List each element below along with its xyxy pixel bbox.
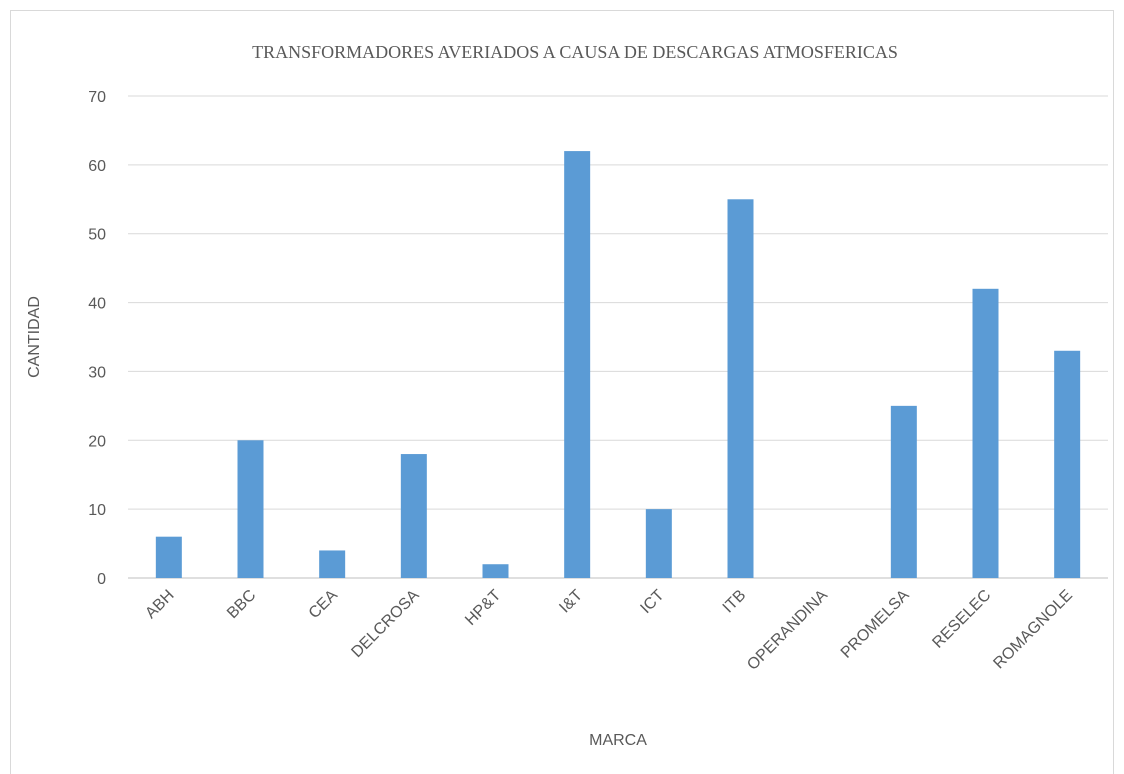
- chart-border: [10, 10, 1114, 774]
- x-axis-label: MARCA: [589, 732, 647, 749]
- y-tick-label: 50: [88, 227, 106, 244]
- chart-title: TRANSFORMADORES AVERIADOS A CAUSA DE DES…: [252, 42, 898, 62]
- y-tick-label: 70: [88, 89, 106, 106]
- bar: [319, 550, 346, 578]
- bar: [727, 199, 754, 579]
- bar: [237, 440, 264, 578]
- bar: [564, 151, 591, 579]
- y-tick-label: 20: [88, 433, 106, 450]
- y-tick-label: 10: [88, 502, 106, 519]
- y-tick-label: 0: [97, 571, 106, 588]
- bar: [890, 405, 917, 578]
- y-axis-label: CANTIDAD: [26, 296, 43, 378]
- y-tick-label: 40: [88, 296, 106, 313]
- bar: [155, 536, 182, 578]
- bar: [645, 509, 672, 578]
- bar: [1054, 350, 1081, 578]
- bar: [482, 564, 509, 578]
- bar: [400, 454, 427, 578]
- y-tick-label: 60: [88, 158, 106, 175]
- y-tick-label: 30: [88, 364, 106, 381]
- bar: [972, 288, 999, 578]
